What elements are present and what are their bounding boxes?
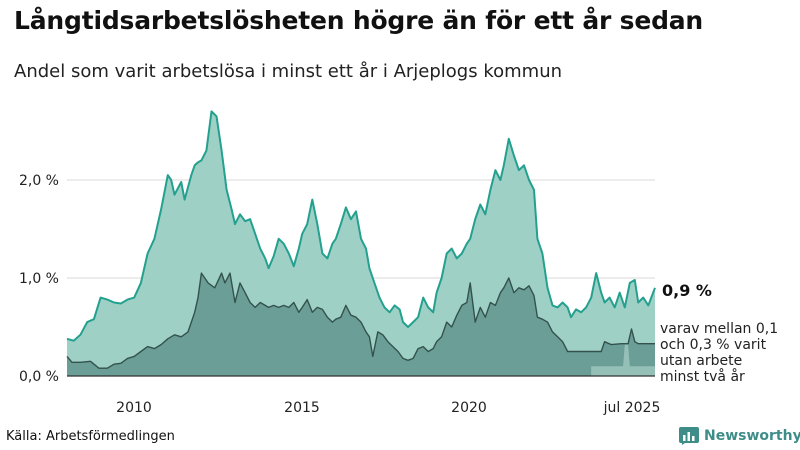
y-tick-label: 2,0 % — [19, 173, 59, 189]
total-line — [66, 110, 656, 342]
annotation-line: varav mellan 0,1 — [660, 321, 778, 337]
two-year-area — [67, 273, 655, 376]
y-tick-label: 0,0 % — [19, 369, 59, 385]
bar-chart-icon — [679, 427, 699, 445]
chart-areas — [66, 110, 656, 377]
end-value-label: 0,9 % — [662, 281, 712, 300]
x-axis-labels: 2010 2015 2020 jul 2025 — [116, 400, 660, 416]
x-tick-label: 2020 — [451, 400, 487, 416]
x-tick-label: jul 2025 — [603, 400, 661, 416]
brand-name: Newsworthy — [704, 428, 800, 444]
annotation-line: minst två år — [660, 368, 745, 385]
two-year-line — [66, 272, 655, 369]
newsworthy-logo[interactable]: Newsworthy — [679, 427, 800, 445]
x-tick-label: 2015 — [284, 400, 320, 416]
annotation-line: utan arbete — [660, 353, 742, 369]
chart-title: Långtidsarbetslösheten högre än för ett … — [14, 6, 704, 35]
chart-subtitle: Andel som varit arbetslösa i minst ett å… — [14, 61, 563, 82]
band-overlay — [591, 344, 655, 376]
y-tick-label: 1,0 % — [19, 271, 59, 287]
annotation-line: och 0,3 % varit — [660, 337, 767, 353]
source-note: Källa: Arbetsförmedlingen — [6, 429, 175, 444]
y-axis-labels: 0,0 % 1,0 % 2,0 % — [19, 173, 59, 385]
x-tick-label: 2010 — [116, 400, 152, 416]
